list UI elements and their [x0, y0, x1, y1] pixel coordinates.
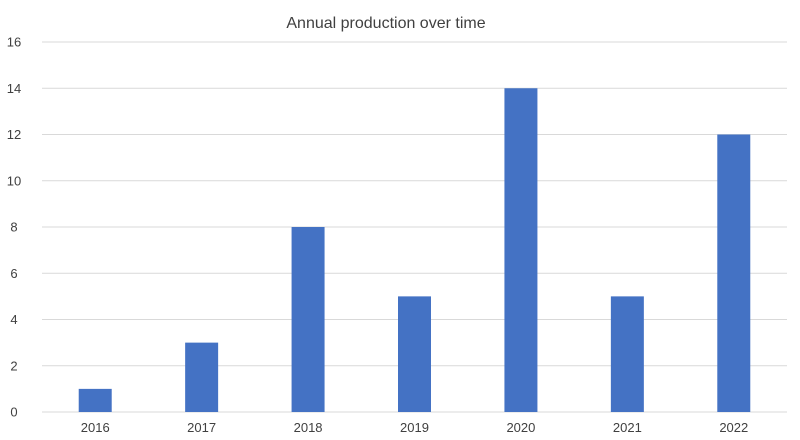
bar-2016	[78, 388, 112, 412]
x-tick-label: 2021	[613, 420, 642, 435]
bar-2019	[398, 296, 431, 412]
y-tick-label: 10	[7, 173, 21, 188]
bar-2021	[610, 296, 644, 412]
x-tick-label: 2022	[719, 420, 748, 435]
y-tick-label: 12	[7, 127, 21, 142]
y-tick-label: 8	[10, 220, 17, 235]
y-axis-tick-labels: 0 2 4 6 8 10 12 14 16	[7, 35, 21, 420]
bar-2017	[185, 342, 219, 412]
bar-2022	[717, 134, 751, 412]
bar-2018	[291, 227, 325, 412]
y-tick-label: 16	[7, 35, 21, 50]
y-tick-label: 4	[10, 312, 17, 327]
bar-2020	[504, 88, 538, 412]
y-tick-label: 14	[7, 81, 21, 96]
x-tick-label: 2019	[400, 420, 429, 435]
x-tick-label: 2016	[81, 420, 110, 435]
y-tick-label: 2	[10, 358, 17, 373]
gridlines	[42, 41, 787, 413]
y-tick-label: 6	[10, 266, 17, 281]
chart-title: Annual production over time	[286, 15, 485, 32]
x-tick-label: 2017	[187, 420, 216, 435]
x-tick-label: 2020	[506, 420, 535, 435]
bars	[78, 88, 751, 412]
x-axis-tick-labels: 2016 2017 2018 2019 2020 2021 2022	[81, 420, 748, 435]
y-tick-label: 0	[10, 405, 17, 420]
x-tick-label: 2018	[294, 420, 323, 435]
